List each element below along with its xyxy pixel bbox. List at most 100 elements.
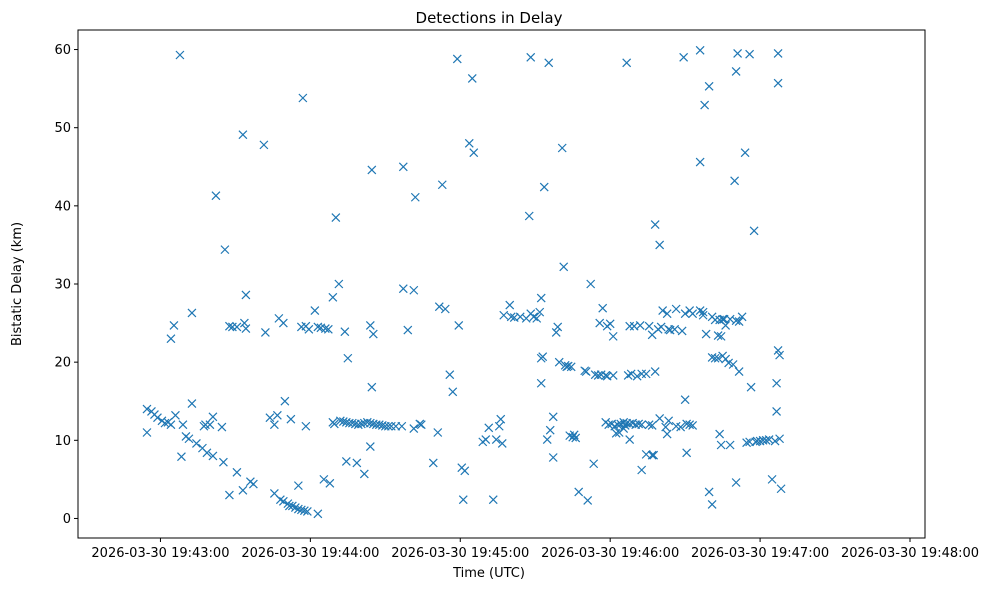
detection-point — [524, 211, 534, 221]
detection-point — [649, 450, 659, 460]
detection-point — [499, 310, 509, 320]
detection-point — [238, 130, 248, 140]
detection-point — [211, 191, 221, 201]
detection-point — [767, 474, 777, 484]
detection-point — [341, 456, 351, 466]
detection-point — [710, 353, 720, 363]
detection-point — [166, 334, 176, 344]
detection-point — [698, 307, 708, 317]
detection-point — [730, 176, 740, 186]
detection-point — [637, 420, 647, 430]
detection-point — [488, 495, 498, 505]
detection-point — [644, 321, 654, 331]
detection-point — [745, 49, 755, 59]
detection-point — [217, 422, 227, 432]
detection-point — [740, 148, 750, 158]
detection-point — [458, 495, 468, 505]
detection-point — [655, 414, 665, 423]
detection-point — [278, 496, 288, 506]
x-axis-label: Time (UTC) — [452, 566, 525, 581]
detection-point — [224, 490, 234, 500]
detection-point — [356, 419, 366, 429]
detection-point — [773, 78, 783, 88]
y-axis-ticks: 0 10 20 30 40 50 60 — [54, 43, 78, 527]
detection-point — [265, 413, 275, 423]
detection-point — [695, 157, 705, 167]
detection-point — [313, 322, 323, 332]
detection-point — [773, 49, 783, 58]
detection-point — [187, 399, 197, 408]
detection-point — [335, 416, 345, 426]
y-tick-label: 30 — [54, 278, 71, 293]
detection-point — [397, 421, 407, 431]
detection-point — [367, 382, 377, 392]
detection-point — [704, 81, 714, 91]
x-tick-label: 2026-03-30 19:46:00 — [541, 546, 679, 561]
detection-point — [362, 417, 372, 427]
detection-point — [340, 327, 350, 337]
detection-point — [238, 485, 248, 495]
detection-point — [536, 378, 546, 388]
detection-point — [613, 420, 623, 430]
detection-point — [716, 331, 726, 341]
detection-point — [635, 320, 645, 330]
detection-point — [241, 290, 251, 300]
detection-point — [761, 435, 771, 445]
detection-point — [452, 54, 462, 64]
detection-point — [296, 505, 306, 515]
detection-point — [566, 362, 576, 372]
detection-point — [160, 418, 170, 428]
detection-point — [670, 324, 680, 334]
detection-point — [454, 320, 464, 330]
detection-point — [608, 331, 618, 341]
detection-point — [776, 484, 786, 494]
detection-point — [695, 45, 705, 55]
x-tick-label: 2026-03-30 19:45:00 — [391, 546, 529, 561]
detection-point — [598, 303, 608, 313]
detection-point — [632, 371, 642, 381]
detection-point — [655, 240, 665, 250]
detection-point — [284, 501, 294, 511]
detection-point — [208, 412, 218, 422]
detection-point — [661, 422, 671, 432]
detection-point — [304, 324, 314, 334]
detection-point — [202, 448, 212, 458]
detection-point — [650, 220, 660, 230]
detection-point — [365, 418, 375, 428]
detection-point — [232, 467, 242, 477]
chart-title: Detections in Delay — [416, 9, 563, 27]
detection-point — [734, 367, 744, 376]
detection-point — [644, 420, 654, 430]
detection-point — [731, 66, 741, 76]
detection-point — [772, 378, 782, 388]
detection-point — [731, 478, 741, 487]
detection-point — [647, 421, 657, 430]
detection-point — [494, 421, 504, 431]
detection-point — [671, 304, 681, 314]
detection-point — [737, 312, 747, 322]
detection-point — [224, 321, 234, 331]
data-points — [142, 45, 786, 519]
detection-point — [574, 487, 584, 497]
detection-point — [731, 316, 741, 326]
detection-point — [554, 357, 564, 367]
y-tick-label: 50 — [54, 121, 71, 136]
detection-point — [184, 434, 194, 444]
detection-point — [593, 371, 603, 380]
detection-point — [586, 279, 596, 289]
detection-point — [770, 436, 780, 446]
detection-point — [595, 318, 605, 328]
detection-point — [707, 499, 717, 509]
detection-point — [497, 439, 507, 448]
detection-point — [704, 487, 714, 497]
detection-point — [545, 425, 555, 435]
detection-point — [605, 319, 615, 329]
detection-point — [589, 459, 599, 469]
detection-point — [734, 317, 744, 326]
y-tick-label: 40 — [54, 199, 71, 214]
detection-point — [515, 312, 525, 322]
detection-point — [772, 406, 782, 416]
detection-point — [440, 304, 450, 314]
detection-point — [293, 504, 303, 514]
detection-point — [187, 308, 197, 318]
